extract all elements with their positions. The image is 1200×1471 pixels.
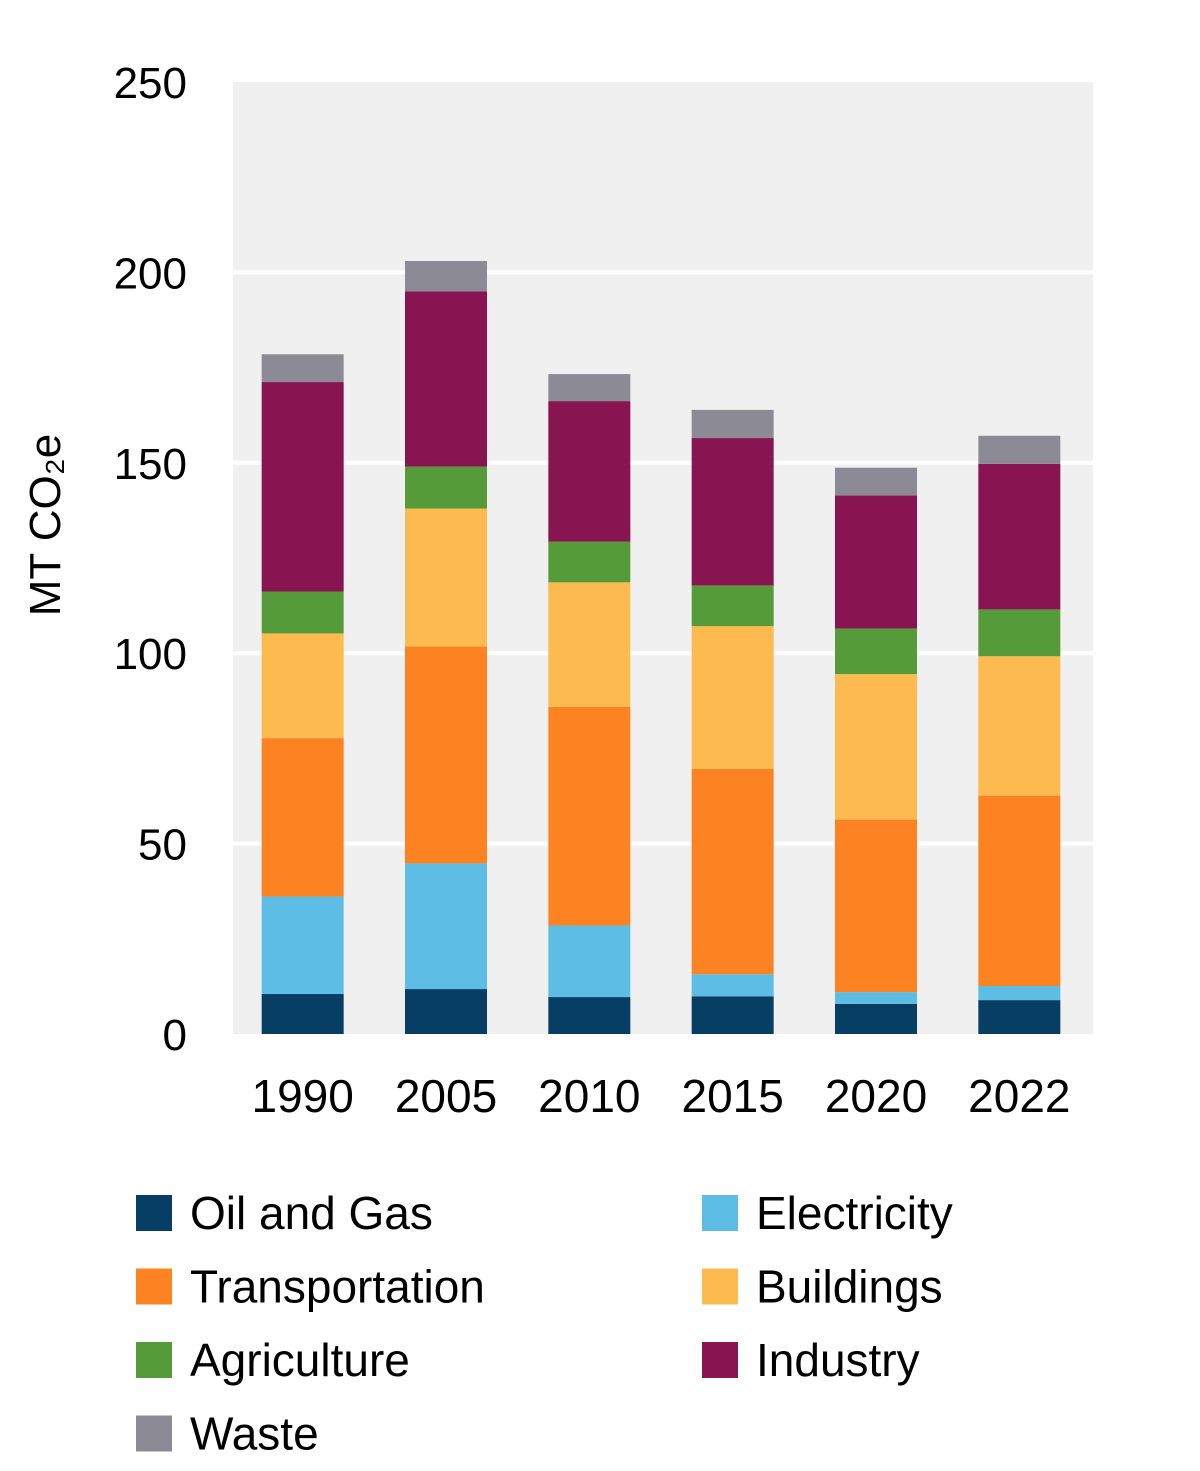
y-tick-label: 50 <box>138 821 187 870</box>
gridlines <box>233 270 1093 846</box>
bar-segment-transportation <box>691 768 774 975</box>
bar-segment-waste <box>835 467 917 496</box>
bar-segment-transportation <box>835 819 917 993</box>
bar-segment-transportation <box>261 738 344 897</box>
legend-swatch <box>702 1195 738 1231</box>
legend-swatch <box>702 1268 738 1305</box>
bar-segment-industry <box>405 291 487 467</box>
bar-segment-electricity <box>978 986 1061 1001</box>
bar-segment-industry <box>261 382 344 592</box>
bar-segment-electricity <box>261 896 344 995</box>
legend-item: Industry <box>702 1334 920 1386</box>
bar-segment-electricity <box>548 925 631 998</box>
x-tick-label: 2015 <box>681 1070 783 1122</box>
bar-segment-buildings <box>548 582 631 707</box>
bar-segment-oil-and-gas <box>835 1003 917 1034</box>
bar-segment-industry <box>691 438 774 586</box>
legend-label: Industry <box>756 1334 920 1386</box>
bar-segment-agriculture <box>978 609 1061 657</box>
legend-swatch <box>136 1268 172 1305</box>
bar-segment-waste <box>405 260 487 292</box>
bar-segment-oil-and-gas <box>691 996 774 1034</box>
legend-label: Waste <box>190 1408 319 1460</box>
legend-swatch <box>702 1342 738 1378</box>
bar-segment-agriculture <box>261 591 344 634</box>
y-axis-label: MT CO₂e <box>21 434 70 617</box>
bar-segment-waste <box>548 374 631 402</box>
bar-segment-electricity <box>405 863 487 990</box>
x-tick-label: 2020 <box>825 1070 927 1122</box>
bar-segment-oil-and-gas <box>405 989 487 1034</box>
legend-item: Transportation <box>136 1261 485 1313</box>
y-tick-label: 200 <box>114 249 187 298</box>
legend-item: Electricity <box>702 1187 953 1239</box>
bar-segment-buildings <box>261 633 344 739</box>
plot-background <box>233 82 1093 1034</box>
bar-segment-buildings <box>978 656 1061 796</box>
legend-item: Agriculture <box>136 1334 410 1386</box>
legend-item: Buildings <box>702 1261 943 1313</box>
x-tick-label: 1990 <box>251 1070 353 1122</box>
bar-segment-electricity <box>691 974 774 997</box>
bar-segment-waste <box>691 409 774 439</box>
bar-segment-agriculture <box>691 585 774 627</box>
bar-segment-oil-and-gas <box>261 994 344 1034</box>
legend-item: Waste <box>136 1408 319 1460</box>
legend-label: Buildings <box>756 1261 943 1313</box>
x-tick-label: 2022 <box>968 1070 1070 1122</box>
y-tick-label: 250 <box>114 59 187 108</box>
bar-segment-agriculture <box>835 628 917 675</box>
bar-segment-agriculture <box>548 541 631 583</box>
x-tick-label: 2005 <box>395 1070 497 1122</box>
bar-segment-buildings <box>405 508 487 647</box>
legend-label: Transportation <box>190 1261 485 1313</box>
bar-segment-transportation <box>548 706 631 926</box>
legend-label: Agriculture <box>190 1334 410 1386</box>
y-axis-ticks: 0 50 100 150 200 250 <box>114 59 187 1060</box>
legend-swatch <box>136 1195 172 1231</box>
bar-segment-buildings <box>835 674 917 820</box>
bars <box>261 260 1061 1034</box>
bar-segment-buildings <box>691 626 774 769</box>
y-tick-label: 0 <box>163 1011 187 1060</box>
x-tick-label: 2010 <box>538 1070 640 1122</box>
bar-segment-industry <box>835 495 917 629</box>
bar-segment-electricity <box>835 992 917 1004</box>
bar-segment-oil-and-gas <box>978 1000 1061 1034</box>
x-axis-ticks: 1990 2005 2010 2015 2020 2022 <box>251 1070 1070 1122</box>
legend: Oil and Gas Electricity Transportation Buil… <box>136 1187 953 1460</box>
bar-segment-waste <box>978 435 1061 464</box>
bar-segment-industry <box>978 463 1061 610</box>
bar-segment-oil-and-gas <box>548 997 631 1034</box>
bar-segment-transportation <box>978 795 1061 987</box>
y-tick-label: 100 <box>114 630 187 679</box>
bar-segment-transportation <box>405 646 487 864</box>
y-tick-label: 150 <box>114 440 187 489</box>
legend-item: Oil and Gas <box>136 1187 433 1239</box>
legend-label: Electricity <box>756 1187 953 1239</box>
legend-swatch <box>136 1415 172 1452</box>
legend-swatch <box>136 1342 172 1378</box>
bar-segment-waste <box>261 354 344 383</box>
legend-label: Oil and Gas <box>190 1187 433 1239</box>
bar-segment-agriculture <box>405 466 487 509</box>
bar-segment-industry <box>548 401 631 542</box>
